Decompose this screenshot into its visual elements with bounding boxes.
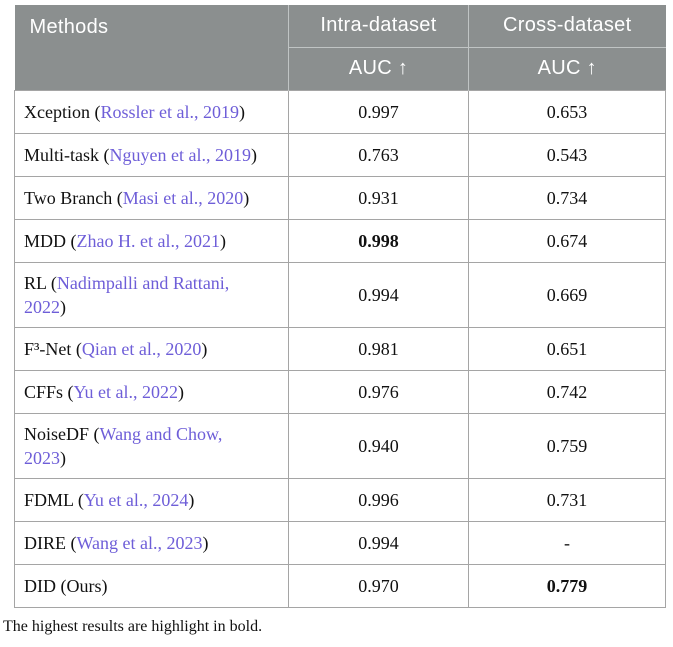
intra-auc-cell: 0.994: [288, 520, 469, 565]
intra-auc-cell: 0.997: [288, 89, 469, 134]
cross-auc-cell: 0.651: [468, 326, 666, 371]
method-cell: MDD (Zhao H. et al., 2021): [14, 218, 289, 263]
citation-link[interactable]: Rossler et al., 2019: [100, 101, 239, 122]
intra-auc-cell: 0.940: [288, 412, 469, 479]
table-row: Two Branch (Masi et al., 2020) 0.931 0.734: [14, 175, 666, 220]
method-cell: Xception (Rossler et al., 2019): [14, 89, 289, 134]
cross-auc-cell: 0.742: [468, 369, 666, 414]
method-cell: RL (Nadimpalli and Rattani, 2022): [14, 261, 289, 328]
table-header: Methods Intra-dataset Cross-dataset AUC …: [14, 5, 666, 90]
method-cell: Multi-task (Nguyen et al., 2019): [14, 132, 289, 177]
cross-auc-cell: 0.759: [468, 412, 666, 479]
intra-auc-header-cell: AUC ↑: [288, 46, 469, 90]
citation-link[interactable]: Nguyen et al., 2019: [109, 144, 251, 165]
method-cell: NoiseDF (Wang and Chow, 2023): [14, 412, 289, 479]
table-row: RL (Nadimpalli and Rattani, 2022) 0.994 0.…: [14, 261, 666, 328]
table-row: DIRE (Wang et al., 2023) 0.994-: [14, 520, 666, 565]
methods-header-cell: Methods: [14, 5, 289, 90]
method-cell: FDML (Yu et al., 2024): [14, 477, 289, 522]
cross-auc-cell: 0.779: [468, 563, 666, 608]
cross-auc-cell: 0.674: [468, 218, 666, 263]
intra-auc-cell: 0.970: [288, 563, 469, 608]
intra-auc-cell: 0.763: [288, 132, 469, 177]
table-row: NoiseDF (Wang and Chow, 2023) 0.940 0.759: [14, 412, 666, 479]
method-cell: Two Branch (Masi et al., 2020): [14, 175, 289, 220]
citation-link[interactable]: Qian et al., 2020: [81, 338, 202, 359]
cross-dataset-header-cell: Cross-dataset: [468, 5, 666, 47]
citation-link[interactable]: Yu et al., 2024: [83, 489, 189, 510]
table-row: MDD (Zhao H. et al., 2021) 0.998 0.674: [14, 218, 666, 263]
cross-auc-cell: 0.669: [468, 261, 666, 328]
citation-link[interactable]: Zhao H. et al., 2021: [76, 230, 220, 251]
intra-auc-cell: 0.981: [288, 326, 469, 371]
intra-auc-cell: 0.998: [288, 218, 469, 263]
intra-auc-cell: 0.976: [288, 369, 469, 414]
method-cell: DID (Ours): [14, 563, 289, 608]
intra-auc-cell: 0.996: [288, 477, 469, 522]
method-cell: F³-Net (Qian et al., 2020): [14, 326, 289, 371]
table-row: Multi-task (Nguyen et al., 2019) 0.763 0.5…: [14, 132, 666, 177]
method-cell: CFFs (Yu et al., 2022): [14, 369, 289, 414]
intra-auc-cell: 0.931: [288, 175, 469, 220]
cross-auc-cell: 0.734: [468, 175, 666, 220]
intra-dataset-header-cell: Intra-dataset: [288, 5, 469, 47]
table-row: DID (Ours) 0.970 0.779: [14, 563, 666, 608]
cross-auc-cell: 0.543: [468, 132, 666, 177]
results-table: Methods Intra-dataset Cross-dataset AUC …: [14, 5, 666, 608]
table-row: F³-Net (Qian et al., 2020) 0.981 0.651: [14, 326, 666, 371]
table-row: Xception (Rossler et al., 2019) 0.997 0.65…: [14, 89, 666, 134]
citation-link[interactable]: Wang et al., 2023: [76, 532, 203, 553]
cross-auc-header-cell: AUC ↑: [468, 46, 666, 90]
table-body: Xception (Rossler et al., 2019) 0.997 0.65…: [14, 89, 666, 608]
table-row: FDML (Yu et al., 2024) 0.996 0.731: [14, 477, 666, 522]
intra-auc-cell: 0.994: [288, 261, 469, 328]
table-footnote: The highest results are highlight in bol…: [3, 617, 263, 635]
citation-link[interactable]: Nadimpalli and Rattani, 2022: [24, 272, 230, 317]
method-cell: DIRE (Wang et al., 2023): [14, 520, 289, 565]
cross-auc-cell: 0.731: [468, 477, 666, 522]
citation-link[interactable]: Yu et al., 2022: [73, 381, 179, 402]
table-row: CFFs (Yu et al., 2022) 0.976 0.742: [14, 369, 666, 414]
cross-auc-cell: 0.653: [468, 89, 666, 134]
cross-auc-cell: -: [468, 520, 666, 565]
citation-link[interactable]: Masi et al., 2020: [122, 187, 244, 208]
citation-link[interactable]: Wang and Chow, 2023: [24, 423, 223, 468]
